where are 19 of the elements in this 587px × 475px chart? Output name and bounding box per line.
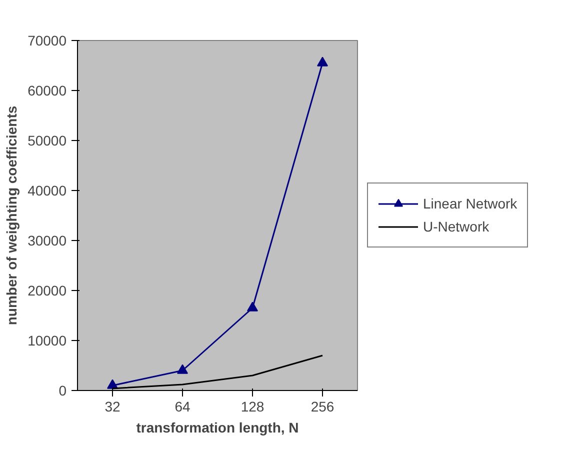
y-tick-label: 60000 xyxy=(28,82,67,98)
y-tick-label: 70000 xyxy=(28,32,67,48)
x-tick-label: 64 xyxy=(174,398,190,414)
x-axis-title: transformation length, N xyxy=(136,420,299,436)
y-tick-label: 50000 xyxy=(28,132,67,148)
x-tick-label: 256 xyxy=(310,398,334,414)
point xyxy=(177,364,188,374)
x-tick-label: 32 xyxy=(104,398,120,414)
y-axis-title: number of weighting coefficients xyxy=(4,106,20,326)
legend-label: U-Network xyxy=(423,218,490,234)
y-tick-label: 20000 xyxy=(28,282,67,298)
y-tick-label: 30000 xyxy=(28,232,67,248)
y-tick-label: 10000 xyxy=(28,332,67,348)
x-tick-label: 128 xyxy=(240,398,264,414)
point xyxy=(247,302,258,312)
y-tick-label: 40000 xyxy=(28,182,67,198)
point xyxy=(317,56,328,66)
y-tick-label: 0 xyxy=(58,382,67,398)
legend-label: Linear Network xyxy=(423,196,518,212)
